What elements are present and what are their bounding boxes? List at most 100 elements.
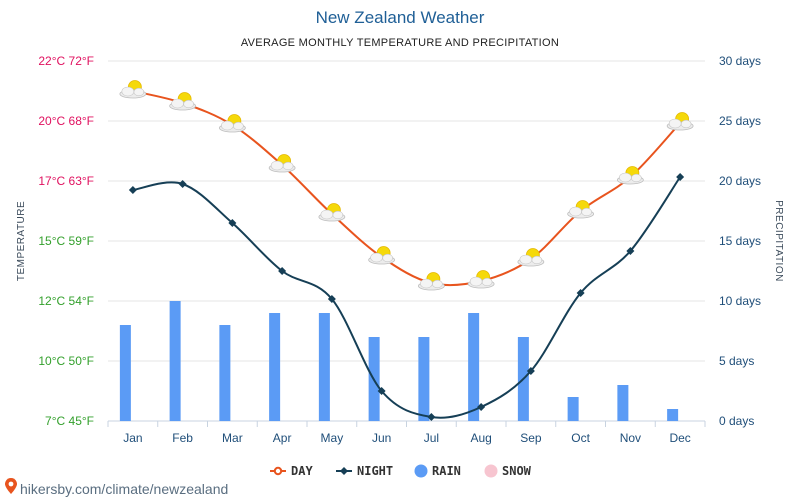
left-tick-label: 20°C 68°F bbox=[38, 114, 94, 128]
cloud-puff bbox=[680, 119, 692, 129]
partly-cloudy-icon bbox=[616, 166, 644, 185]
cloud-puff bbox=[282, 161, 294, 171]
rain-bar bbox=[318, 313, 330, 421]
partly-cloudy-icon bbox=[417, 272, 445, 291]
cloud-puff bbox=[432, 279, 443, 289]
left-axis-ticks: 7°C 45°F 10°C 50°F 12°C 54°F 15°C 59°F 17°C … bbox=[38, 54, 94, 428]
cloud-puff bbox=[469, 276, 483, 287]
x-tick-label: Oct bbox=[571, 431, 590, 445]
cloud-puff bbox=[531, 255, 543, 265]
rain-bar bbox=[219, 325, 231, 421]
right-tick-label: 30 days bbox=[719, 54, 761, 68]
cloud-puff bbox=[332, 210, 344, 220]
x-tick-label: Apr bbox=[273, 431, 292, 445]
night-line bbox=[132, 176, 681, 419]
cloud-puff bbox=[171, 98, 184, 109]
night-point bbox=[477, 403, 486, 411]
cloud-puff bbox=[270, 160, 284, 171]
partly-cloudy-icon bbox=[318, 203, 346, 222]
x-tick-label: Jul bbox=[424, 431, 439, 445]
temperature-lines bbox=[119, 80, 694, 421]
night-point bbox=[228, 219, 237, 227]
partly-cloudy-icon bbox=[119, 80, 147, 99]
rain-bar bbox=[169, 301, 181, 421]
night-point bbox=[427, 413, 436, 421]
left-tick-label: 7°C 45°F bbox=[45, 414, 94, 428]
x-tick-label: Feb bbox=[172, 431, 193, 445]
partly-cloudy-icon bbox=[567, 200, 595, 219]
left-tick-label: 17°C 63°F bbox=[38, 174, 94, 188]
partly-cloudy-icon bbox=[169, 92, 197, 111]
x-tick-label: Sep bbox=[520, 431, 542, 445]
chart-subtitle: AVERAGE MONTHLY TEMPERATURE AND PRECIPIT… bbox=[241, 37, 559, 49]
x-tick-label: Mar bbox=[222, 431, 243, 445]
legend-label: NIGHT bbox=[357, 464, 393, 478]
x-tick-label: May bbox=[321, 431, 344, 445]
rain-bar bbox=[567, 397, 579, 421]
legend-label: DAY bbox=[291, 464, 313, 478]
cloud-puff bbox=[519, 254, 533, 265]
x-tick-label: Jun bbox=[372, 431, 391, 445]
left-tick-label: 10°C 50°F bbox=[38, 354, 94, 368]
cloud-puff bbox=[233, 121, 244, 131]
cloud-puff bbox=[569, 206, 582, 217]
left-axis-title: TEMPERATURE bbox=[16, 201, 27, 281]
night-point bbox=[576, 289, 585, 297]
cloud-puff bbox=[133, 87, 145, 97]
legend-dot-marker bbox=[484, 464, 498, 478]
grid-lines bbox=[108, 60, 705, 422]
rain-bar bbox=[418, 337, 430, 421]
left-tick-label: 22°C 72°F bbox=[38, 54, 94, 68]
legend-label: RAIN bbox=[432, 464, 461, 478]
night-point bbox=[278, 267, 287, 275]
partly-cloudy-icon bbox=[666, 112, 694, 131]
right-tick-label: 10 days bbox=[719, 294, 761, 308]
chart-title: New Zealand Weather bbox=[316, 8, 485, 27]
cloud-puff bbox=[619, 172, 632, 183]
right-tick-label: 25 days bbox=[719, 114, 761, 128]
night-point bbox=[128, 186, 137, 194]
legend-label: SNOW bbox=[502, 464, 532, 478]
partly-cloudy-icon bbox=[268, 154, 296, 173]
legend-diamond-marker bbox=[340, 467, 348, 475]
cloud-puff bbox=[382, 253, 393, 263]
right-tick-label: 15 days bbox=[719, 234, 761, 248]
cloud-puff bbox=[420, 278, 433, 289]
x-tick-label: Aug bbox=[470, 431, 491, 445]
source-text: hikersby.com/climate/newzealand bbox=[20, 481, 228, 497]
cloud-puff bbox=[121, 86, 135, 97]
partly-cloudy-icon bbox=[517, 248, 545, 267]
source-link[interactable]: hikersby.com/climate/newzealand bbox=[5, 469, 228, 497]
left-tick-label: 12°C 54°F bbox=[38, 294, 94, 308]
night-point bbox=[327, 295, 336, 303]
partly-cloudy-icon bbox=[218, 114, 246, 133]
rain-bar bbox=[617, 385, 629, 421]
partly-cloudy-icon bbox=[467, 270, 495, 289]
x-tick-label: Dec bbox=[669, 431, 690, 445]
night-point bbox=[626, 247, 635, 255]
day-line bbox=[132, 90, 681, 287]
cloud-puff bbox=[221, 120, 234, 131]
night-point bbox=[377, 387, 386, 395]
legend-circle-marker bbox=[273, 466, 283, 476]
cloud-puff bbox=[320, 209, 334, 220]
night-point bbox=[676, 173, 685, 181]
right-axis-title: PRECIPITATION bbox=[773, 200, 784, 282]
x-axis: Jan Feb Mar Apr May Jun Jul Aug Sep Oct Nov Dec bbox=[107, 421, 706, 445]
cloud-puff bbox=[481, 277, 493, 287]
cloud-puff bbox=[631, 173, 642, 183]
map-pin-icon bbox=[5, 478, 17, 494]
right-tick-label: 5 days bbox=[719, 354, 754, 368]
legend-dot-marker bbox=[414, 464, 428, 478]
right-tick-label: 20 days bbox=[719, 174, 761, 188]
partly-cloudy-icon bbox=[368, 246, 396, 265]
left-tick-label: 15°C 59°F bbox=[38, 234, 94, 248]
right-tick-label: 0 days bbox=[719, 414, 754, 428]
cloud-puff bbox=[668, 118, 682, 129]
rain-bar bbox=[269, 313, 281, 421]
right-axis-ticks: 0 days 5 days 10 days 15 days 20 days 25 days… bbox=[719, 54, 761, 428]
cloud-puff bbox=[581, 207, 592, 217]
legend: DAY NIGHT RAIN SNOW bbox=[270, 464, 532, 478]
night-point bbox=[178, 180, 187, 188]
